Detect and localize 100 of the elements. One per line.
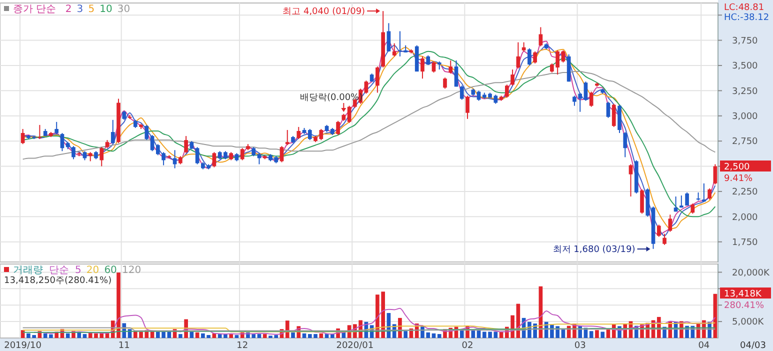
candlestick [212,152,216,168]
candlestick [476,90,481,102]
candlestick [38,124,42,140]
candlestick [460,85,464,100]
line-series [22,71,716,160]
candlestick [702,182,706,202]
text: 280.41% [724,301,764,311]
bar [66,333,70,338]
y-tick-label: 3,000 [732,112,758,122]
legend-label: 거래량 [13,265,43,276]
y-tick-label: 3,250 [732,86,758,97]
bar [218,334,222,338]
x-tick-label: 02 [462,341,474,351]
candlestick [656,224,661,238]
candlestick [392,42,396,57]
bar [257,334,262,338]
text: 9.41% [724,174,754,184]
candlestick [432,60,436,74]
candlestick [662,233,666,246]
candlestick [54,121,59,135]
legend-title: 단순 [49,265,69,276]
text: 5 [75,265,82,276]
candlestick [72,146,76,160]
bar [291,332,295,338]
x-tick-label: 2020/01 [336,341,374,351]
candlestick [685,192,689,206]
text: LC:48.81 [724,3,764,13]
bar [302,333,306,338]
text: 2 [65,4,72,15]
candlestick [172,150,177,169]
y-tick-label: 2,000 [732,212,758,223]
bar [178,334,182,338]
candlestick [679,194,684,208]
y-tick-label: 1,750 [732,238,758,248]
candlestick [454,60,458,88]
text: 2,500 [724,162,750,172]
candlestick [516,42,520,70]
text: 20 [86,265,100,276]
candlestick [561,50,566,63]
bar [437,334,442,338]
text: 30 [117,4,130,15]
candlestick [386,22,391,52]
candlestick [533,50,537,64]
bar [471,330,476,338]
candlestick [376,66,380,94]
text: 13,418,250주(280.41%) [4,276,112,286]
candlestick [122,110,126,120]
text: HC:-38.12 [724,13,770,23]
candlestick [184,136,188,154]
bar [595,330,599,338]
candlestick [110,119,115,145]
text: 13,418K [724,290,762,300]
annotation: 최고 4,040 (01/09) [282,7,366,17]
candlestick [528,48,532,66]
y-tick-label: 2,750 [732,137,758,148]
y-tick-label: 3,750 [732,36,758,46]
bar [319,333,324,338]
bar [43,333,48,338]
bar [404,331,408,338]
text: 3 [76,4,84,15]
bar [262,334,267,338]
candlestick [280,146,284,163]
candlestick [82,150,87,161]
line-series [22,322,716,332]
bar [77,332,82,338]
bar [49,334,53,338]
candlestick [584,81,588,102]
candlestick [308,128,312,141]
candlestick [144,124,149,141]
candlestick [708,188,712,200]
candlestick [504,84,509,98]
legend-title: 종가 단순 [13,4,56,15]
y-tick-label: 5,000K [732,318,765,328]
bar [234,335,239,338]
text: 120 [122,265,142,276]
candlestick [448,60,453,74]
candlestick [606,101,610,118]
y-tick-label: 3,500 [732,62,758,72]
text: 60 [104,265,117,276]
candlestick [612,103,616,128]
candlestick [623,131,628,158]
text: 5 [88,4,95,15]
candlestick [195,146,200,165]
candlestick [296,126,301,140]
bar [600,332,605,338]
x-tick-label: 03 [574,341,586,351]
candlestick [364,80,368,94]
candlestick [466,95,470,120]
candlestick [589,91,594,108]
annotation: 최저 1,680 (03/19) [552,245,636,255]
bar [82,334,87,338]
bar [589,331,594,338]
candlestick [100,146,104,167]
bar [229,334,234,338]
text: 10 [100,4,112,15]
candlestick [285,129,290,146]
candlestick [443,77,447,90]
candlestick [252,146,256,157]
candlestick [347,105,352,124]
bar [224,334,228,338]
